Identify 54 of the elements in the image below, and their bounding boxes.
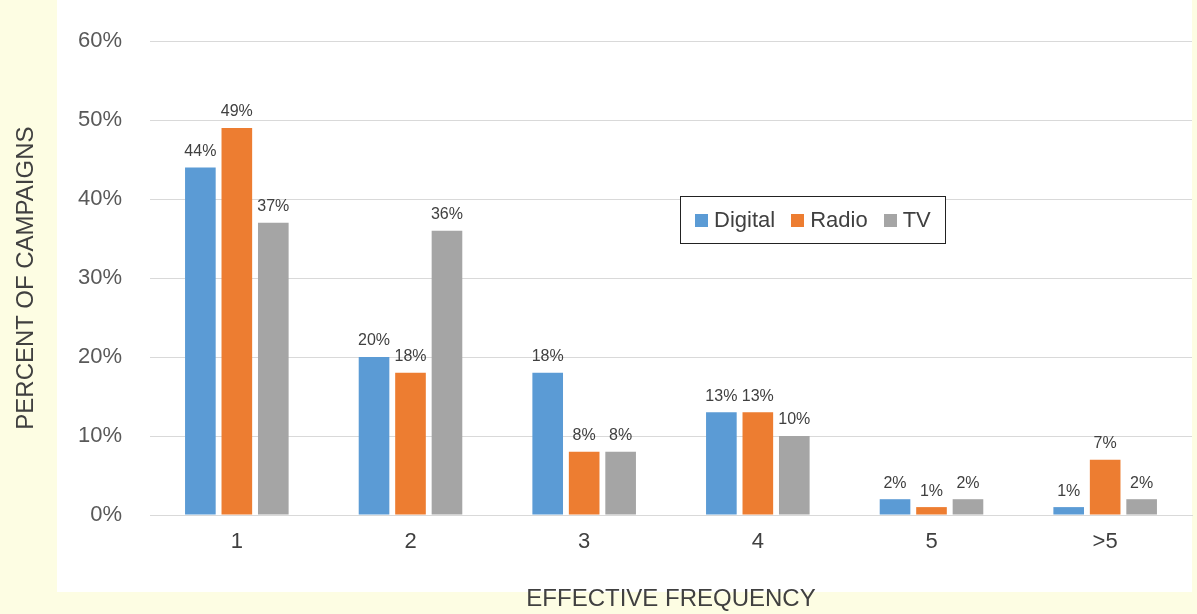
data-label: 2% bbox=[956, 473, 980, 491]
x-tick-label: >5 bbox=[1092, 528, 1118, 554]
data-label: 13% bbox=[705, 386, 738, 404]
x-axis-title: EFFECTIVE FREQUENCY bbox=[526, 584, 816, 612]
data-label: 7% bbox=[1093, 434, 1117, 452]
data-label: 1% bbox=[1057, 481, 1081, 499]
data-label: 10% bbox=[778, 410, 811, 428]
bar bbox=[879, 499, 911, 515]
bar bbox=[742, 412, 774, 515]
x-tick-label: 2 bbox=[404, 528, 417, 554]
data-label: 2% bbox=[1130, 473, 1154, 491]
bar bbox=[706, 412, 737, 515]
data-label: 36% bbox=[430, 205, 463, 223]
x-tick-label: 3 bbox=[578, 528, 591, 554]
y-tick-label: 10% bbox=[77, 422, 122, 448]
x-tick-label: 4 bbox=[751, 528, 764, 554]
bar bbox=[185, 167, 216, 515]
data-label: 18% bbox=[394, 347, 427, 365]
data-label: 37% bbox=[257, 197, 290, 215]
bar bbox=[568, 451, 600, 515]
bar bbox=[605, 451, 636, 515]
bar bbox=[916, 507, 947, 515]
legend-label: Digital bbox=[714, 207, 776, 233]
bar bbox=[358, 357, 390, 515]
bar bbox=[1053, 507, 1085, 515]
y-tick-label: 30% bbox=[77, 264, 122, 290]
y-tick-label: 50% bbox=[77, 106, 122, 132]
data-label: 13% bbox=[741, 386, 774, 404]
y-tick-label: 60% bbox=[77, 27, 122, 53]
data-label: 49% bbox=[220, 102, 253, 120]
x-tick-label: 5 bbox=[925, 528, 938, 554]
x-tick-label: 1 bbox=[230, 528, 243, 554]
y-tick-label: 40% bbox=[77, 185, 122, 211]
bar bbox=[221, 128, 253, 515]
data-label: 1% bbox=[919, 481, 944, 499]
bar bbox=[431, 230, 463, 515]
bar bbox=[778, 436, 810, 515]
data-label: 18% bbox=[531, 347, 564, 365]
bar bbox=[1089, 459, 1121, 515]
bar bbox=[532, 372, 564, 515]
legend-label: TV bbox=[902, 207, 931, 233]
bar bbox=[395, 372, 426, 515]
bar bbox=[952, 499, 984, 515]
data-label: 8% bbox=[609, 426, 633, 444]
bar bbox=[1126, 499, 1157, 515]
y-tick-label: 0% bbox=[90, 501, 122, 527]
y-tick-label: 20% bbox=[77, 343, 122, 369]
data-label: 8% bbox=[572, 426, 596, 444]
bar bbox=[257, 222, 289, 515]
data-label: 44% bbox=[184, 141, 217, 159]
data-label: 20% bbox=[358, 331, 391, 349]
legend-label: Radio bbox=[810, 207, 868, 233]
y-axis-title: PERCENT OF CAMPAIGNS bbox=[11, 126, 39, 430]
data-label: 2% bbox=[883, 473, 907, 491]
